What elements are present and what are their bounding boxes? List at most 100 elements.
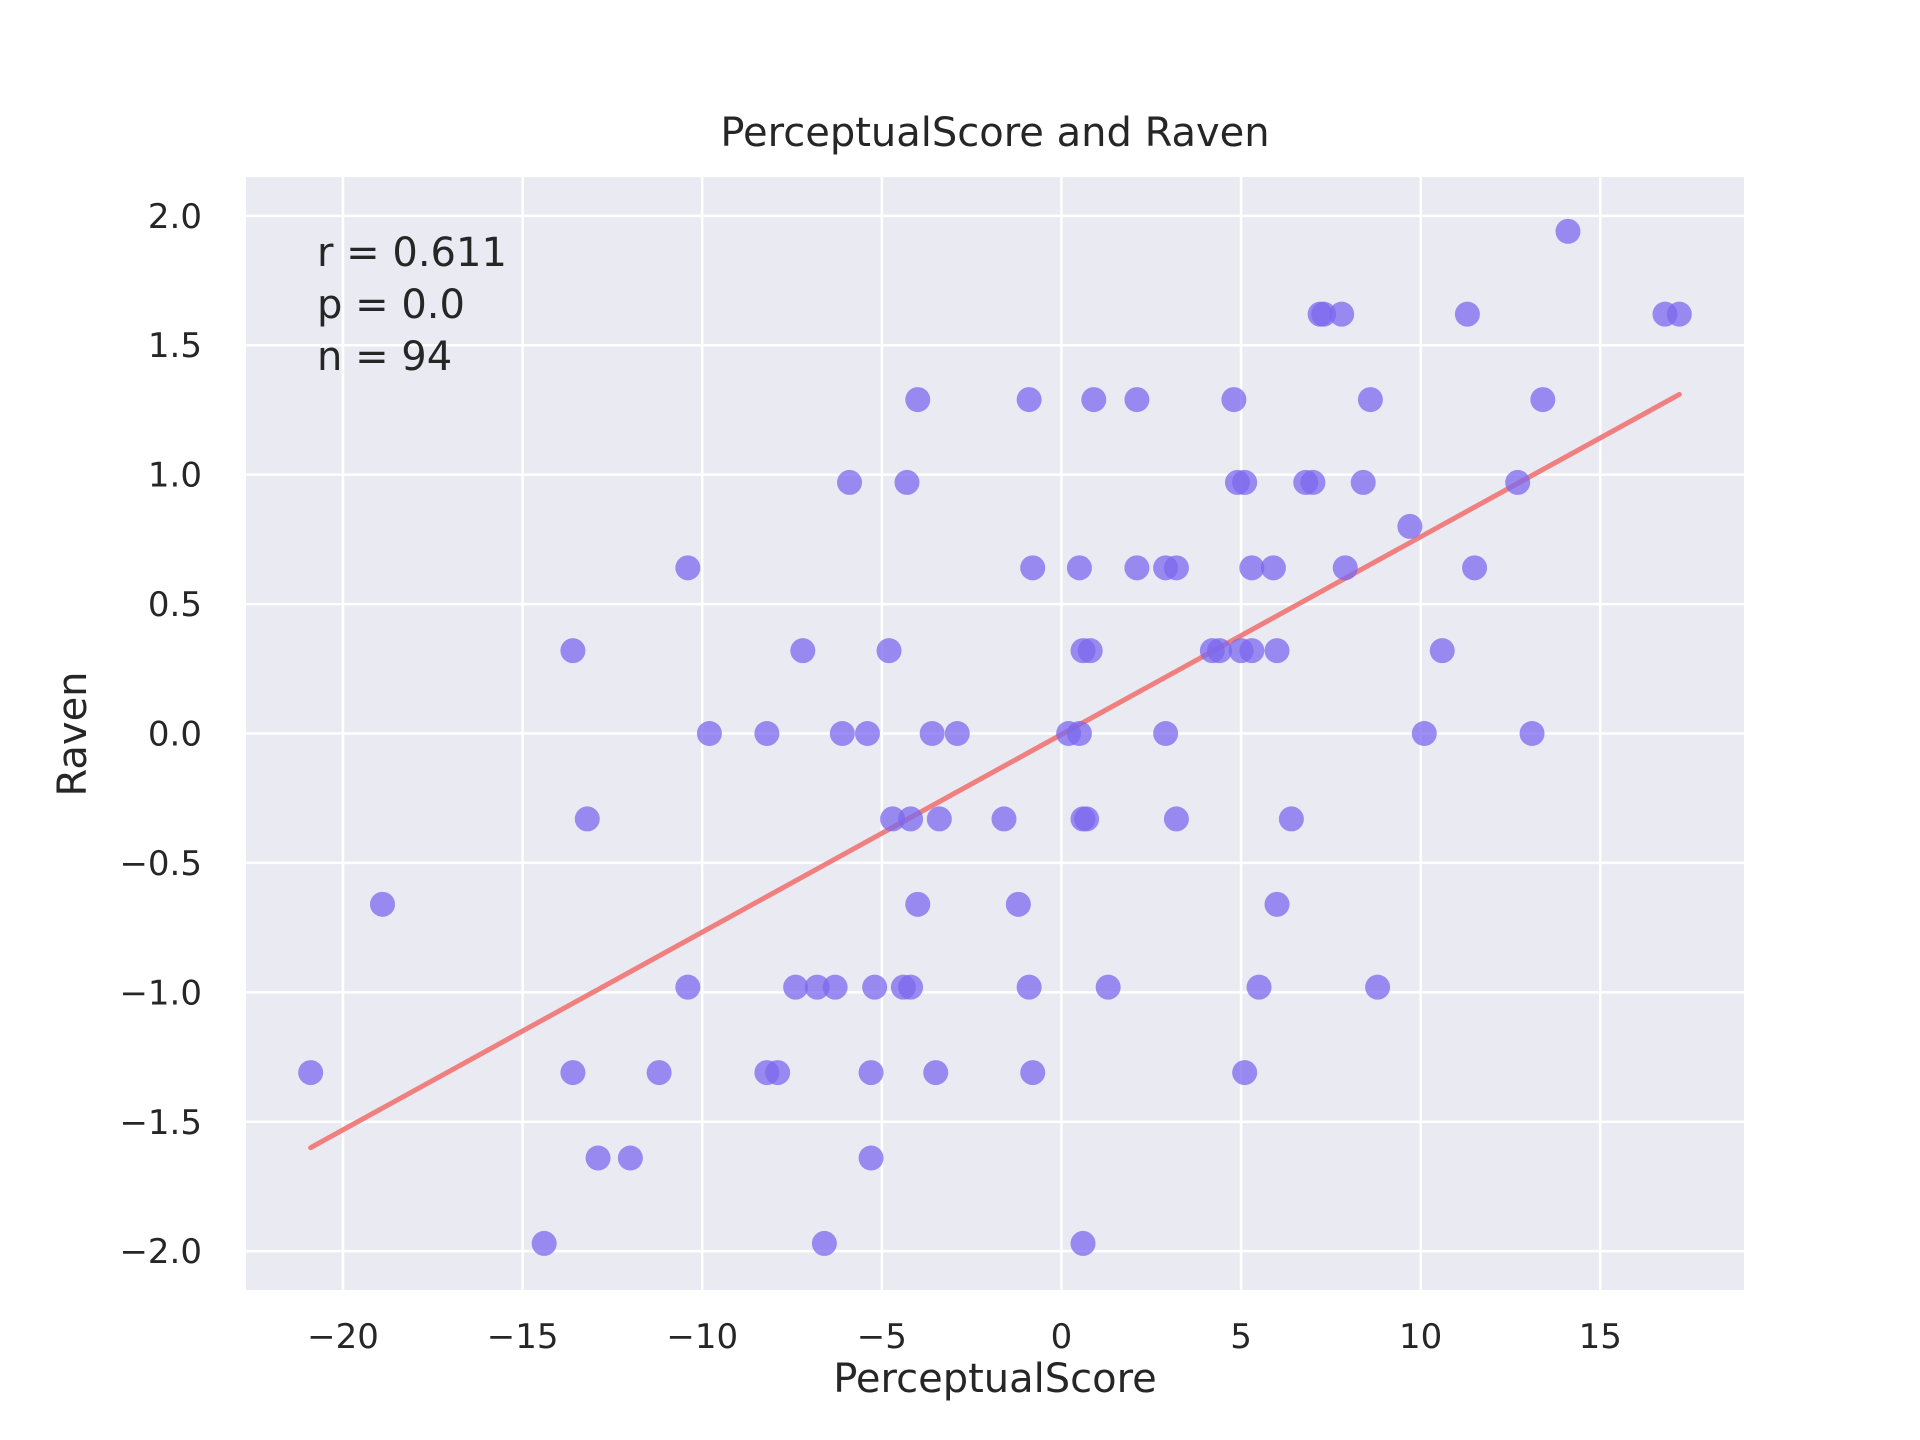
regression-line bbox=[308, 391, 1682, 1151]
data-point bbox=[862, 974, 888, 1000]
x-tick-label: 15 bbox=[1579, 1317, 1622, 1357]
y-tick-label: 1.0 bbox=[148, 456, 202, 496]
data-point bbox=[1350, 469, 1376, 495]
data-point bbox=[1239, 555, 1265, 581]
data-point bbox=[531, 1230, 557, 1256]
data-point bbox=[905, 891, 931, 917]
y-axis-label: Raven bbox=[50, 671, 96, 796]
data-point bbox=[926, 806, 952, 832]
points-layer bbox=[298, 218, 1692, 1256]
data-point bbox=[1519, 721, 1545, 746]
x-tick-labels: −20 −15 −10 −5 0 5 10 15 bbox=[307, 1317, 1622, 1357]
data-point bbox=[1246, 974, 1272, 1000]
y-tick-label: 2.0 bbox=[148, 197, 202, 237]
data-point bbox=[1239, 638, 1265, 664]
x-tick-label: −20 bbox=[307, 1317, 379, 1357]
x-tick-label: −5 bbox=[857, 1317, 907, 1357]
data-point bbox=[1329, 301, 1355, 327]
data-point bbox=[1411, 721, 1437, 746]
data-point bbox=[898, 974, 924, 1000]
data-point bbox=[1260, 555, 1286, 581]
data-point bbox=[1357, 387, 1383, 413]
data-point bbox=[1429, 638, 1455, 664]
x-tick-label: 0 bbox=[1051, 1317, 1073, 1357]
data-point bbox=[1163, 806, 1189, 832]
data-point bbox=[1070, 1230, 1096, 1256]
data-point bbox=[754, 721, 780, 746]
data-point bbox=[829, 721, 855, 746]
data-point bbox=[1530, 387, 1556, 413]
data-point bbox=[944, 721, 970, 746]
data-point bbox=[1264, 891, 1290, 917]
data-point bbox=[617, 1145, 643, 1171]
data-point bbox=[1207, 638, 1233, 664]
y-tick-label: 0.0 bbox=[148, 715, 202, 755]
data-point bbox=[675, 974, 701, 1000]
data-point bbox=[811, 1230, 837, 1256]
chart-title: PerceptualScore and Raven bbox=[720, 110, 1269, 156]
y-tick-label: 0.5 bbox=[148, 585, 202, 625]
data-point bbox=[574, 806, 600, 832]
data-point bbox=[783, 974, 809, 1000]
data-point bbox=[765, 1060, 791, 1086]
grid bbox=[246, 177, 1744, 1290]
data-point bbox=[1232, 469, 1258, 495]
data-point bbox=[804, 974, 830, 1000]
data-point bbox=[1365, 974, 1391, 1000]
data-point bbox=[1311, 301, 1337, 327]
data-point bbox=[646, 1060, 672, 1086]
data-point bbox=[675, 555, 701, 581]
data-point bbox=[1077, 638, 1103, 664]
data-point bbox=[1095, 974, 1121, 1000]
y-tick-label: −1.5 bbox=[119, 1103, 202, 1143]
y-tick-labels: 2.0 1.5 1.0 0.5 0.0 −0.5 −1.0 −1.5 −2.0 bbox=[119, 197, 202, 1272]
data-point bbox=[1153, 721, 1179, 746]
data-point bbox=[1066, 555, 1092, 581]
y-tick-label: 1.5 bbox=[148, 326, 202, 366]
data-point bbox=[1454, 301, 1480, 327]
data-point bbox=[837, 469, 863, 495]
stat-p: p = 0.0 bbox=[317, 282, 465, 328]
data-point bbox=[1016, 974, 1042, 1000]
data-point bbox=[898, 806, 924, 832]
y-tick-label: −1.0 bbox=[119, 973, 202, 1013]
data-point bbox=[790, 638, 816, 664]
data-point bbox=[1666, 301, 1692, 327]
data-point bbox=[1300, 469, 1326, 495]
data-point bbox=[696, 721, 722, 746]
stats-annotation: r = 0.611 p = 0.0 n = 94 bbox=[317, 230, 507, 380]
data-point bbox=[854, 721, 880, 746]
data-point bbox=[1278, 806, 1304, 832]
stat-n: n = 94 bbox=[317, 334, 452, 380]
y-tick-label: −0.5 bbox=[119, 844, 202, 884]
data-point bbox=[880, 806, 906, 832]
data-point bbox=[1332, 555, 1358, 581]
y-tick-label: −2.0 bbox=[119, 1232, 202, 1272]
data-point bbox=[1232, 1060, 1258, 1086]
data-point bbox=[1397, 513, 1423, 539]
stat-r: r = 0.611 bbox=[317, 230, 507, 276]
data-point bbox=[585, 1145, 611, 1171]
data-point bbox=[1066, 721, 1092, 746]
data-point bbox=[560, 638, 586, 664]
data-point bbox=[1555, 218, 1581, 244]
data-point bbox=[858, 1145, 884, 1171]
data-point bbox=[858, 1060, 884, 1086]
data-point bbox=[1264, 638, 1290, 664]
data-point bbox=[1163, 555, 1189, 581]
data-point bbox=[1124, 555, 1150, 581]
data-point bbox=[876, 638, 902, 664]
data-point bbox=[1081, 387, 1107, 413]
data-point bbox=[1074, 806, 1100, 832]
data-point bbox=[923, 1060, 949, 1086]
data-point bbox=[298, 1060, 324, 1086]
x-tick-label: −10 bbox=[666, 1317, 738, 1357]
data-point bbox=[919, 721, 945, 746]
data-point bbox=[905, 387, 931, 413]
data-point bbox=[1221, 387, 1247, 413]
x-tick-label: −15 bbox=[487, 1317, 559, 1357]
data-point bbox=[894, 469, 920, 495]
data-point bbox=[1505, 469, 1531, 495]
data-point bbox=[560, 1060, 586, 1086]
